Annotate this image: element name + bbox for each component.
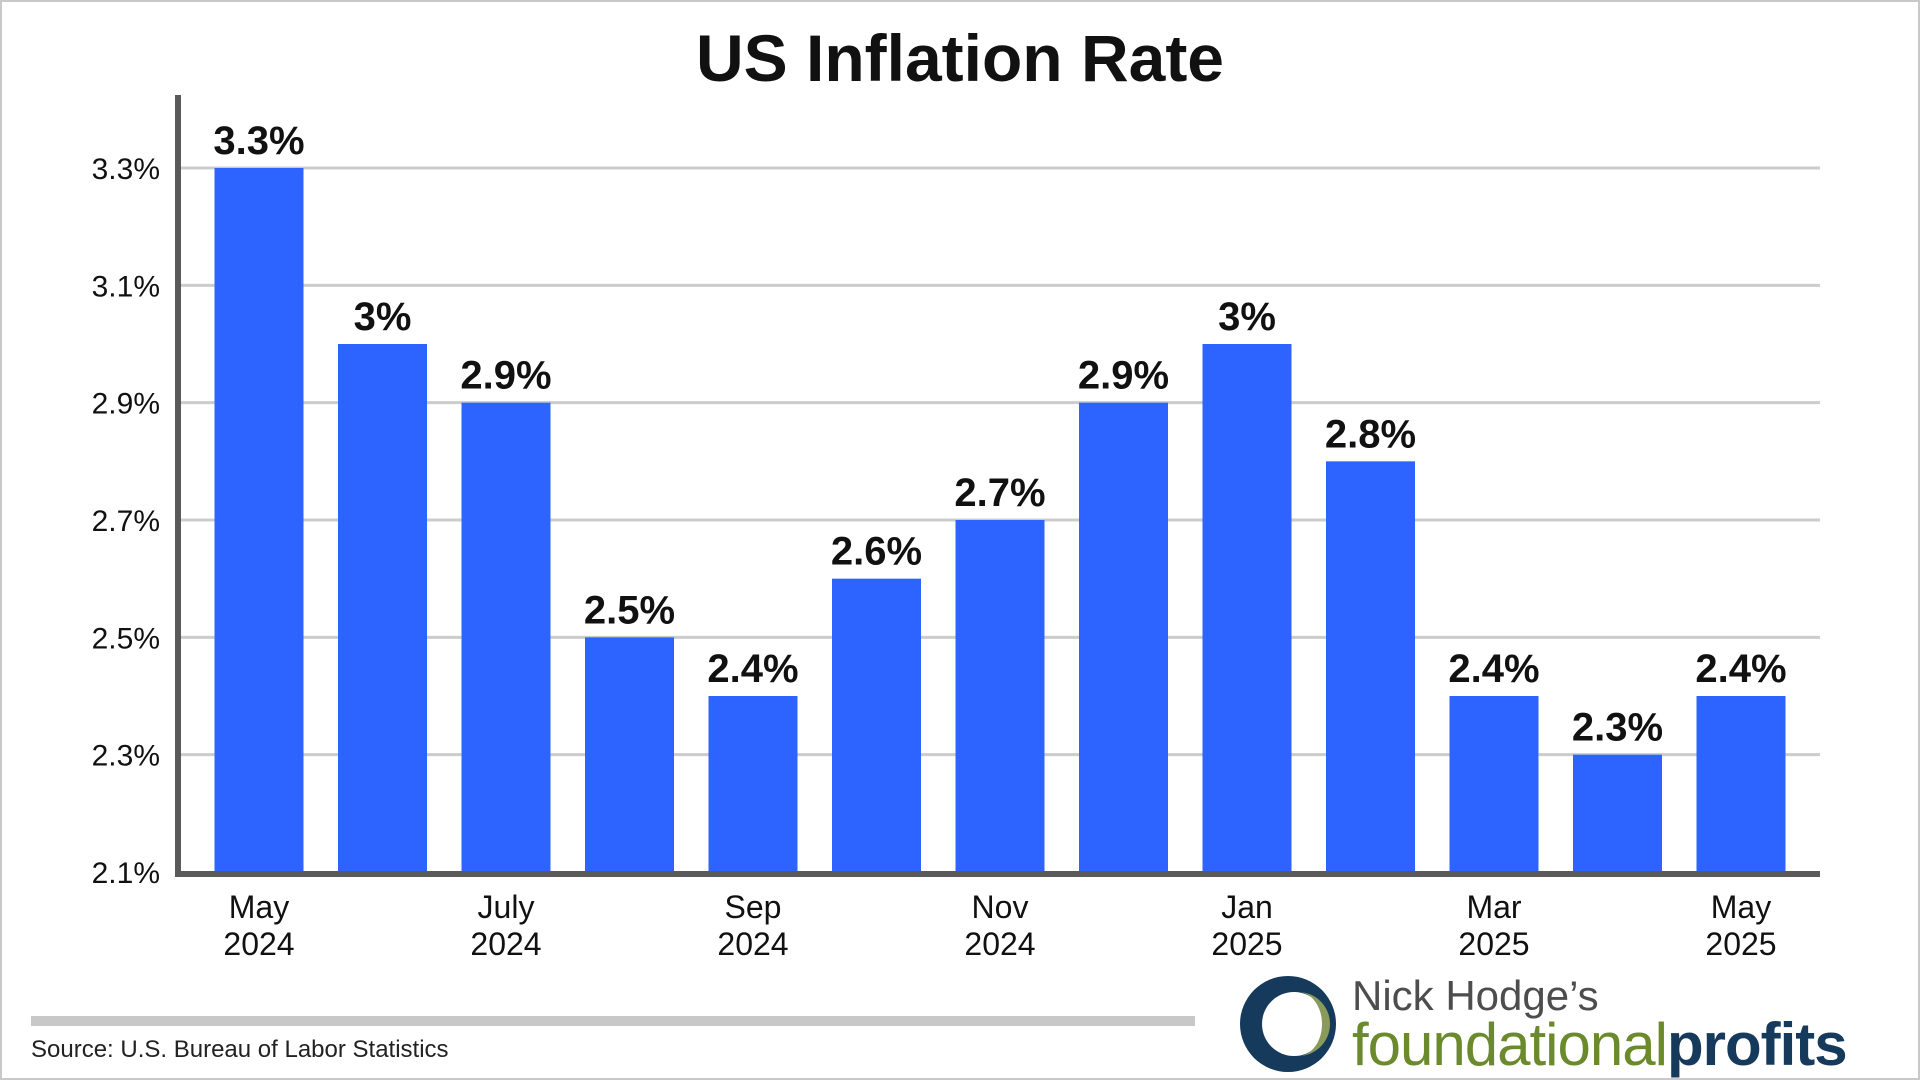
x-tick-label: 2024 [223,926,294,962]
source-note: Source: U.S. Bureau of Labor Statistics [31,1036,449,1063]
x-tick-label: 2025 [1458,926,1529,962]
bar-value-label: 2.4% [707,647,798,691]
bar-value-label: 3.3% [213,119,304,163]
bar [832,578,921,872]
x-tick-label: 2025 [1211,926,1282,962]
bar-value-label: 2.8% [1325,412,1416,456]
bar [214,168,304,872]
y-tick-label: 2.1% [92,857,160,890]
bar-value-label: 2.9% [1078,354,1169,398]
bar-value-label: 2.4% [1448,647,1539,691]
x-tick-label: July [478,889,535,925]
y-tick-label: 2.3% [92,740,160,773]
bar-value-label: 2.5% [584,588,675,632]
y-tick-label: 3.1% [92,270,160,303]
brand-name-top: Nick Hodge’s [1352,972,1599,1019]
source-divider [31,1016,1195,1026]
bar-value-label: 2.3% [1572,706,1663,750]
bar [1079,402,1168,872]
bar [1326,461,1415,872]
bar-value-label: 2.9% [460,354,551,398]
brand-logo: Nick Hodge’s foundationalprofits [1236,972,1906,1080]
bar [585,637,674,872]
bar-chart: 2.1% 2.3% 2.5% 2.7% 2.9% 3.1% 3.3% 3.3% 3% 2.9% 2.… [92,95,1820,962]
y-tick-label: 2.5% [92,622,160,655]
bar [1696,696,1786,872]
y-tick-label: 3.3% [92,153,160,186]
bar-value-label: 2.4% [1695,647,1786,691]
y-tick-label: 2.7% [92,505,160,538]
bar [338,344,427,872]
bar [461,402,551,872]
bar [1449,696,1539,872]
brand-word-foundational: foundational [1352,1011,1668,1078]
x-tick-label: 2024 [717,926,788,962]
x-tick-label: Jan [1221,889,1273,925]
brand-name-bottom: foundationalprofits [1352,1010,1848,1079]
x-tick-label: Sep [725,889,782,925]
y-tick-label: 2.9% [92,388,160,421]
x-tick-label: 2024 [470,926,541,962]
bar-value-label: 2.7% [954,471,1045,515]
bar [708,696,798,872]
bar [1202,344,1292,872]
bar [1573,754,1662,872]
x-tick-label: 2024 [964,926,1035,962]
brand-word-profits: profits [1666,1011,1848,1078]
chart-title: US Inflation Rate [695,21,1225,95]
x-tick-label: Nov [972,889,1029,925]
bar [955,520,1045,872]
x-tick-label: 2025 [1705,926,1776,962]
bar-value-label: 2.6% [831,530,922,574]
bar-value-label: 3% [1218,295,1276,339]
x-tick-label: May [1711,889,1771,925]
brand-mark-icon [1240,976,1336,1072]
x-tick-label: May [229,889,289,925]
x-tick-label: Mar [1466,889,1521,925]
bar-value-label: 3% [354,295,412,339]
